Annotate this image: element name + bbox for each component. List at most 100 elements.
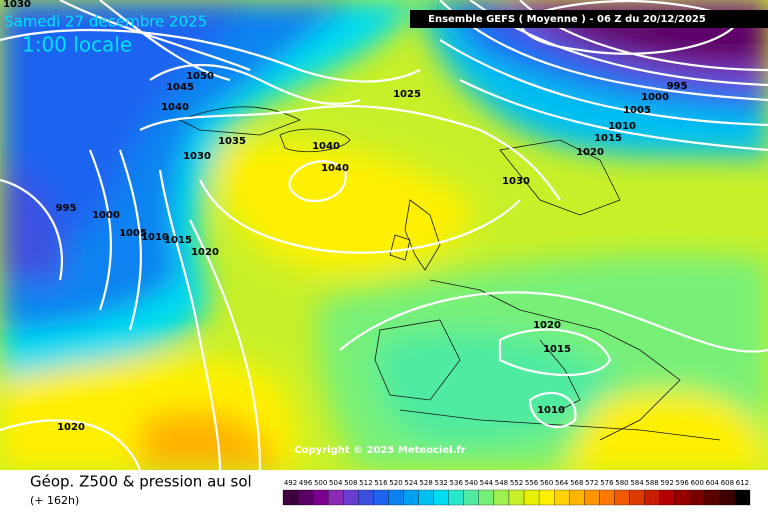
scale-label: 512 [359,479,372,487]
scale-label: 516 [374,479,388,487]
isobar-label: 1050 [186,71,214,82]
isobar-label: 1040 [312,141,340,152]
isobar-label: 995 [56,203,77,214]
scale-swatch [599,489,615,506]
isobar-label: 995 [667,81,688,92]
coastlines [179,106,721,441]
isobar-label: 1030 [3,0,31,10]
scale-label: 532 [434,479,447,487]
scale-swatch [629,489,645,506]
scale-label: 552 [510,479,523,487]
scale-swatch [403,489,419,506]
model-banner [410,10,768,28]
scale-label: 540 [465,479,478,487]
scale-label: 584 [630,479,644,487]
scale-label: 560 [540,479,553,487]
scale-label: 608 [721,479,734,487]
model-label: Ensemble GEFS ( Moyenne ) - 06 Z du 20/1… [428,14,706,25]
scale-swatch [373,489,389,506]
scale-label: 592 [660,479,673,487]
scale-swatch [433,489,449,506]
scale-swatch [614,489,630,506]
scale-label: 504 [329,479,343,487]
isobar-labels: 1030105010451040103510301040104010259951… [3,0,687,433]
isobar-label: 1045 [166,82,194,93]
scale-swatch [508,489,525,506]
scale-label: 568 [570,479,583,487]
isobar-label: 1025 [393,89,421,100]
scale-label: 564 [555,479,569,487]
footer-lead: (+ 162h) [30,494,79,507]
height-field [0,0,768,470]
isobar-label: 1020 [191,247,219,258]
isobar-label: 1000 [641,92,669,103]
scale-swatch [448,489,464,506]
scale-label: 496 [299,479,313,487]
scale-swatch [734,489,751,506]
scale-swatch [343,489,359,506]
isobar-label: 1035 [218,136,246,147]
scale-label: 492 [284,479,297,487]
isobar-label: 1015 [543,344,571,355]
scale-label: 604 [706,479,720,487]
scale-swatch [328,489,344,506]
isobar-label: 1010 [608,121,636,132]
isobar-label: 1015 [594,133,622,144]
isobar-label: 1030 [502,176,530,187]
scale-swatch [659,489,675,506]
scale-label: 536 [450,479,464,487]
scale-label: 600 [691,479,704,487]
scale-label: 596 [676,479,690,487]
scale-label: 524 [404,479,418,487]
isobar-label: 1005 [623,105,651,116]
scale-swatch [644,489,660,506]
isobar-label: 1010 [141,232,169,243]
scale-swatch [689,489,705,506]
scale-swatch [569,489,585,506]
isobar-label: 1040 [321,163,349,174]
scale-swatch [282,489,299,506]
copyright: Copyright © 2025 Meteociel.fr [294,445,465,456]
scale-swatch [719,489,736,506]
isobar-label: 1000 [92,210,120,221]
isobar-label: 1030 [183,151,211,162]
scale-swatch [358,489,374,506]
isobar-label: 1010 [537,405,565,416]
scale-swatch [554,489,570,506]
scale-swatch [704,489,721,506]
scale-label: 576 [600,479,614,487]
scale-label: 612 [736,479,749,487]
isobars [0,0,768,470]
color-scale: 492 496 500 504 508 512 516 520 524 528 532 536 540 5… [282,479,751,506]
scale-swatch [523,489,540,506]
scale-label: 556 [525,479,539,487]
scale-swatch [463,489,479,506]
scale-swatch [674,489,690,506]
isobar-label: 1005 [119,228,147,239]
scale-label: 520 [389,479,402,487]
scale-swatch [493,489,510,506]
isobar-label: 1020 [57,422,85,433]
isobar-label: 1015 [164,235,192,246]
scale-label: 508 [344,479,357,487]
scale-swatch [418,489,434,506]
scale-label: 548 [495,479,508,487]
scale-swatch [538,489,555,506]
time-label: 1:00 locale [22,33,132,57]
date-label: Samedi 27 decembre 2025 [4,13,207,31]
scale-swatch [388,489,404,506]
scale-label: 500 [314,479,327,487]
isobar-label: 1020 [533,320,561,331]
scale-swatch [312,489,329,506]
scale-label: 544 [480,479,494,487]
scale-swatch [478,489,495,506]
isobar-label: 1020 [576,147,604,158]
scale-label: 528 [419,479,432,487]
scale-label: 572 [585,479,598,487]
isobar-label: 1040 [161,102,189,113]
scale-swatch [297,489,314,506]
scale-label: 588 [645,479,658,487]
scale-label: 580 [615,479,628,487]
footer-title: Géop. Z500 & pression au sol [30,473,252,491]
